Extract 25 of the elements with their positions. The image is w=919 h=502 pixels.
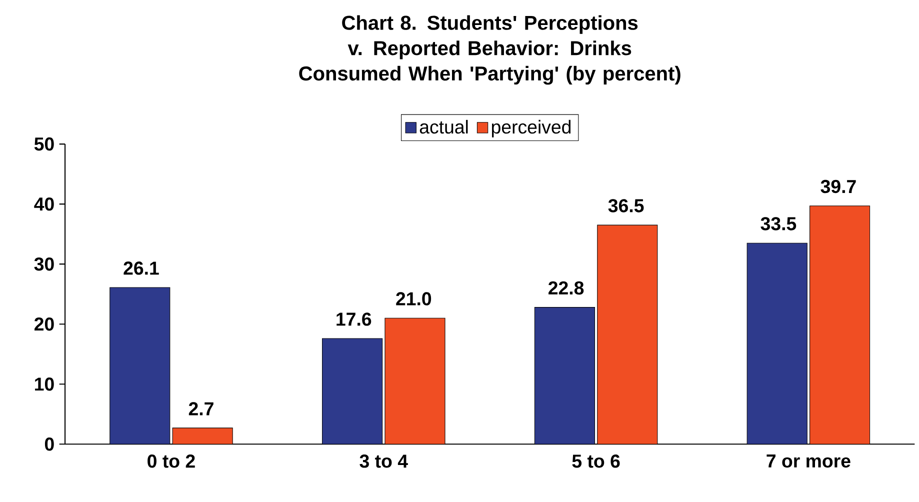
data-label: 22.8 <box>548 281 584 295</box>
y-tick-label: 50 <box>34 137 54 151</box>
data-label: 33.5 <box>760 217 796 230</box>
bar <box>110 287 170 444</box>
bar <box>322 338 383 444</box>
legend-label: actual <box>420 120 468 134</box>
y-tick-label: 30 <box>34 257 54 271</box>
x-tick-label: 3 to 4 <box>360 454 408 468</box>
data-label: 36.5 <box>608 199 644 212</box>
y-tick-label: 10 <box>35 377 54 391</box>
y-tick-label: 20 <box>34 317 54 331</box>
x-tick-label: 0 to 2 <box>148 454 195 468</box>
chart-title: Chart 8. Students' Perceptions v. Reported Behavior: Drinks Consumed When 'Partying' (by percent) <box>299 15 680 85</box>
bar <box>534 306 595 444</box>
data-label: 21.0 <box>396 292 432 306</box>
data-label: 17.6 <box>336 312 372 326</box>
legend-label: perceived <box>492 120 571 138</box>
data-label: 39.7 <box>820 180 856 194</box>
data-label: 2.7 <box>188 402 214 416</box>
bar <box>746 242 808 444</box>
data-label: 26.1 <box>124 261 159 275</box>
x-tick-label: 7 or more <box>766 454 850 468</box>
x-tick-label: 5 to 6 <box>572 454 620 468</box>
y-tick-label: 0 <box>44 437 54 451</box>
y-tick-label: 40 <box>34 197 54 211</box>
